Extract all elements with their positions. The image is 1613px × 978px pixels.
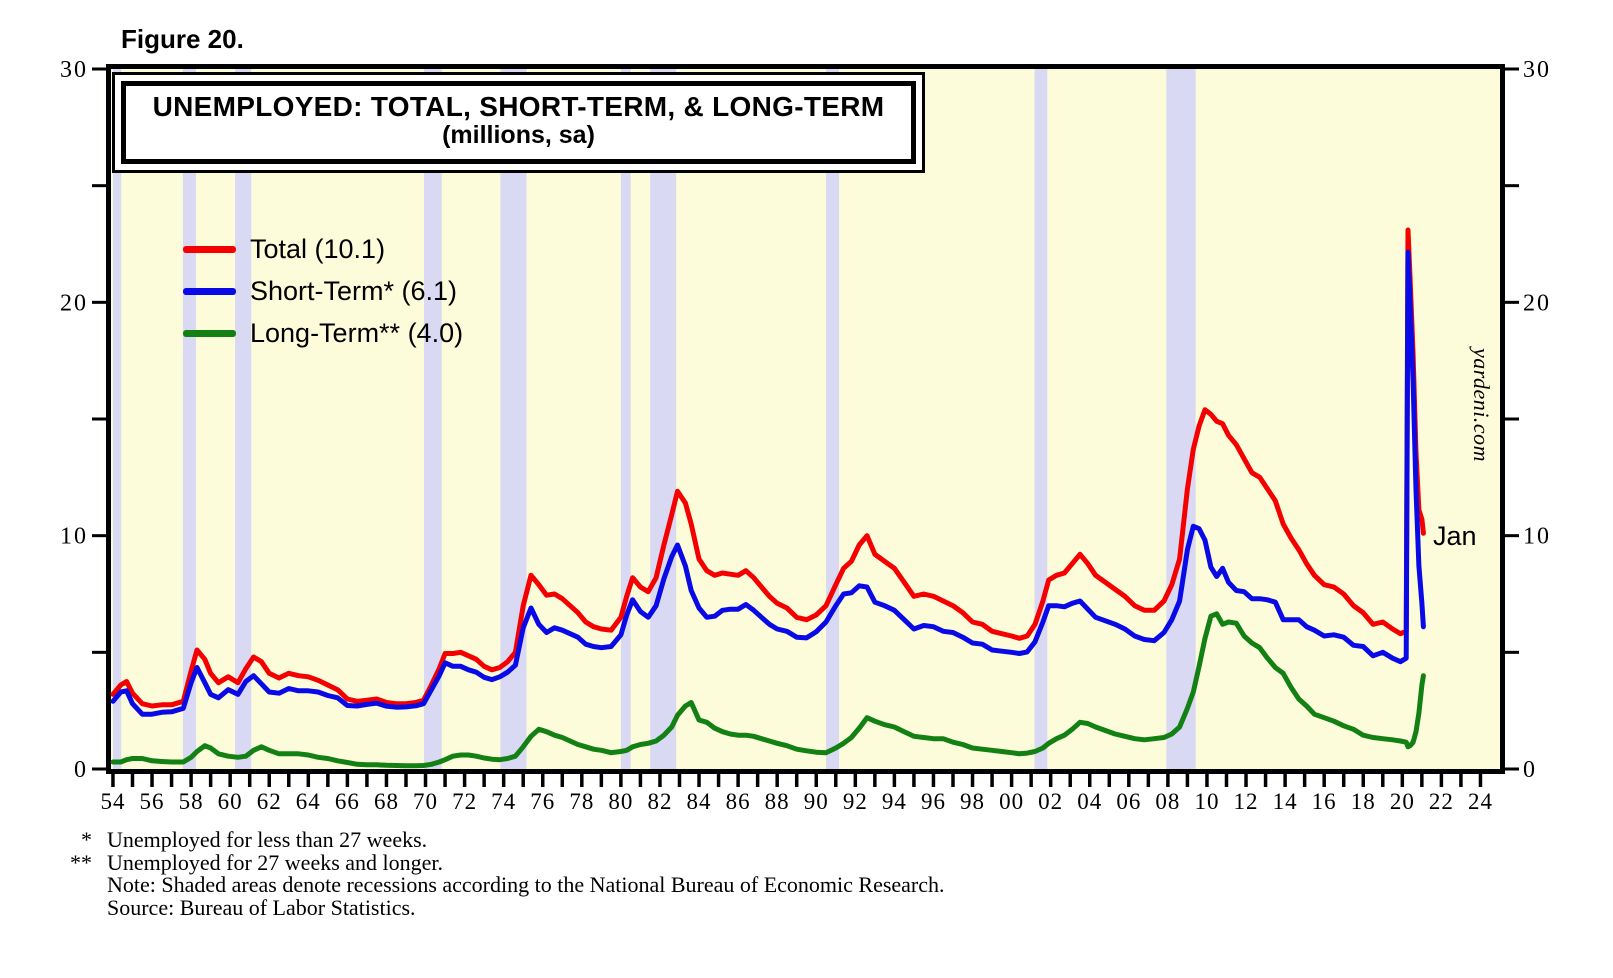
- legend-item-long-term: Long-Term** (4.0): [183, 312, 463, 354]
- recession-band: [182, 69, 196, 769]
- x-axis-label: 20: [1390, 789, 1415, 814]
- x-axis-label: 80: [608, 789, 633, 814]
- x-axis-label: 08: [1155, 789, 1180, 814]
- watermark: yardeni.com: [1469, 348, 1494, 463]
- y-axis-label-left: 30: [60, 57, 88, 83]
- x-axis-label: 74: [491, 789, 516, 814]
- x-axis-label: 62: [257, 789, 282, 814]
- footnote-marker: [45, 897, 92, 920]
- recession-band: [235, 69, 252, 769]
- recession-band: [1166, 69, 1196, 769]
- footnote-text: Source: Bureau of Labor Statistics.: [107, 894, 416, 920]
- x-axis-label: 16: [1312, 789, 1337, 814]
- footnotes: * Unemployed for less than 27 weeks. ** …: [45, 827, 945, 920]
- x-axis-label: 90: [804, 789, 829, 814]
- legend-item-short-term: Short-Term* (6.1): [183, 270, 463, 312]
- x-axis-label: 68: [374, 789, 399, 814]
- y-axis-label-right: 20: [1523, 290, 1551, 316]
- legend: Total (10.1) Short-Term* (6.1) Long-Term…: [183, 228, 463, 354]
- x-axis-label: 66: [335, 789, 360, 814]
- x-axis-label: 24: [1468, 789, 1493, 814]
- x-axis-label: 64: [296, 789, 321, 814]
- x-axis-label: 88: [765, 789, 790, 814]
- long-term-line: [110, 611, 1426, 769]
- recession-band: [826, 69, 840, 769]
- x-axis-label: 94: [882, 789, 907, 814]
- x-axis-label: 72: [452, 789, 477, 814]
- recession-band: [620, 69, 631, 769]
- x-axis-label: 78: [569, 789, 594, 814]
- x-axis-label: 58: [179, 789, 204, 814]
- legend-item-total: Total (10.1): [183, 228, 463, 270]
- x-axis-label: 14: [1273, 789, 1298, 814]
- y-axis-label-left: 20: [60, 290, 88, 316]
- short-term-line: [110, 249, 1426, 717]
- x-axis-label: 82: [647, 789, 672, 814]
- legend-label-long-term: Long-Term** (4.0): [250, 317, 464, 348]
- x-axis-label: 04: [1077, 789, 1102, 814]
- x-axis-label: 98: [960, 789, 985, 814]
- footnote-text: Unemployed for 27 weeks and longer.: [107, 849, 444, 875]
- x-axis-label: 54: [100, 789, 125, 814]
- short-term-line-swatch: [183, 287, 236, 295]
- x-axis-label: 92: [843, 789, 868, 814]
- footnote-marker: **: [70, 849, 92, 875]
- x-axis-label: 12: [1234, 789, 1259, 814]
- footnote-row: ** Unemployed for 27 weeks and longer.: [45, 849, 945, 875]
- y-axis-label-left: 10: [60, 524, 88, 550]
- y-axis-label-right: 30: [1523, 57, 1551, 83]
- total-line: [110, 227, 1426, 709]
- x-axis-label: 76: [530, 789, 555, 814]
- legend-label-short-term: Short-Term* (6.1): [250, 275, 458, 306]
- chart-title: UNEMPLOYED: TOTAL, SHORT-TERM, & LONG-TE…: [152, 91, 885, 122]
- footnote-text: Unemployed for less than 27 weeks.: [107, 827, 428, 852]
- recession-band: [423, 69, 442, 769]
- x-axis-label: 96: [921, 789, 946, 814]
- footnote-row: * Unemployed for less than 27 weeks.: [45, 827, 945, 852]
- x-axis-label: 00: [999, 789, 1024, 814]
- recession-band: [650, 69, 677, 769]
- long-term-line-swatch: [183, 329, 236, 337]
- plot-border: [106, 64, 1505, 774]
- figure-label: Figure 20.: [121, 24, 244, 54]
- x-axis-label: 22: [1429, 789, 1454, 814]
- recession-band: [112, 69, 122, 769]
- x-axis-label: 60: [218, 789, 243, 814]
- y-axis-label-right: 0: [1523, 757, 1537, 783]
- chart-subtitle: (millions, sa): [442, 121, 595, 149]
- y-axis-label-left: 0: [74, 757, 88, 783]
- chart-title-box: UNEMPLOYED: TOTAL, SHORT-TERM, & LONG-TE…: [112, 72, 925, 173]
- plot-background: [111, 69, 1500, 769]
- recession-band: [1034, 69, 1048, 769]
- x-axis-label: 84: [687, 789, 712, 814]
- x-axis-label: 10: [1194, 789, 1219, 814]
- x-axis-label: 06: [1116, 789, 1141, 814]
- latest-point-annotation: Jan: [1433, 521, 1477, 551]
- x-axis-label: 70: [413, 789, 438, 814]
- x-axis-label: 86: [726, 789, 751, 814]
- chart-title-inner-frame: UNEMPLOYED: TOTAL, SHORT-TERM, & LONG-TE…: [121, 81, 916, 164]
- footnote-marker: [45, 874, 92, 897]
- y-axis-label-right: 10: [1523, 524, 1551, 550]
- footnote-marker: *: [81, 827, 92, 852]
- x-axis-label: 18: [1351, 789, 1376, 814]
- footnote-text: Note: Shaded areas denote recessions acc…: [107, 872, 945, 897]
- footnote-row: Note: Shaded areas denote recessions acc…: [45, 872, 945, 897]
- footnote-row: Source: Bureau of Labor Statistics.: [45, 894, 945, 920]
- total-line-swatch: [183, 245, 236, 253]
- x-axis-label: 56: [140, 789, 165, 814]
- x-axis-label: 02: [1038, 789, 1063, 814]
- legend-label-total: Total (10.1): [250, 233, 386, 264]
